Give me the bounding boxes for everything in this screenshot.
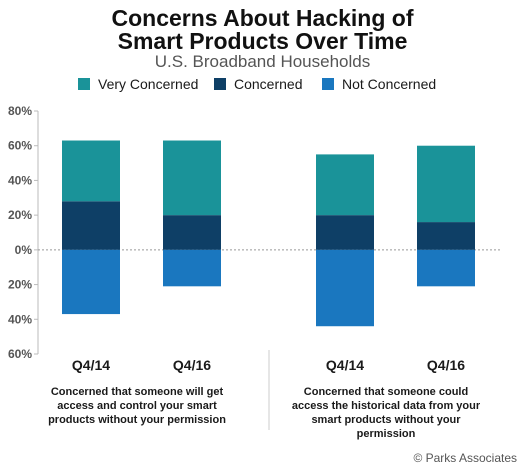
group-caption-historical-data: Concerned that someone could access the … (291, 386, 481, 440)
x-category-label: Q4/16 (173, 357, 211, 373)
y-tick-label: 60% (8, 139, 32, 153)
legend-label-concerned: Concerned (234, 76, 303, 92)
bar-not-concerned (417, 249, 475, 287)
bar-very-concerned (417, 145, 475, 223)
x-category-label: Q4/16 (427, 357, 465, 373)
y-tick-label: 40% (8, 173, 32, 187)
y-tick-label: 80% (8, 104, 32, 118)
y-tick-label: 40% (8, 312, 32, 326)
y-tick-label: 20% (8, 208, 32, 222)
chart-title-line-1: Concerns About Hacking of (111, 5, 414, 31)
legend-item-concerned: Concerned (214, 76, 303, 92)
legend-label-very-concerned: Very Concerned (98, 76, 199, 92)
bar-not-concerned (163, 249, 221, 287)
y-tick-label: 20% (8, 278, 32, 292)
bar-very-concerned (163, 140, 221, 216)
legend-label-not-concerned: Not Concerned (342, 76, 437, 92)
legend-swatch-concerned (214, 78, 226, 90)
y-tick-label: 0% (15, 243, 33, 257)
y-tick-label: 60% (8, 347, 32, 361)
group-caption-control: Concerned that someone will get access a… (48, 386, 226, 426)
bar-concerned (163, 215, 221, 250)
legend-item-not-concerned: Not Concerned (322, 76, 436, 92)
credit-text: © Parks Associates (413, 451, 517, 465)
chart-subtitle: U.S. Broadband Households (154, 52, 371, 71)
bar-concerned (417, 222, 475, 250)
x-category-label: Q4/14 (326, 357, 364, 373)
bar-very-concerned (62, 140, 120, 202)
legend-item-very-concerned: Very Concerned (78, 76, 198, 92)
x-category-label: Q4/14 (72, 357, 110, 373)
bar-very-concerned (316, 154, 374, 216)
bar-not-concerned (316, 249, 374, 327)
chart-title-line-2: Smart Products Over Time (117, 28, 408, 54)
bar-concerned (316, 215, 374, 250)
bar-not-concerned (62, 249, 120, 315)
legend-swatch-very-concerned (78, 78, 90, 90)
bar-concerned (62, 201, 120, 250)
legend-swatch-not-concerned (322, 78, 334, 90)
